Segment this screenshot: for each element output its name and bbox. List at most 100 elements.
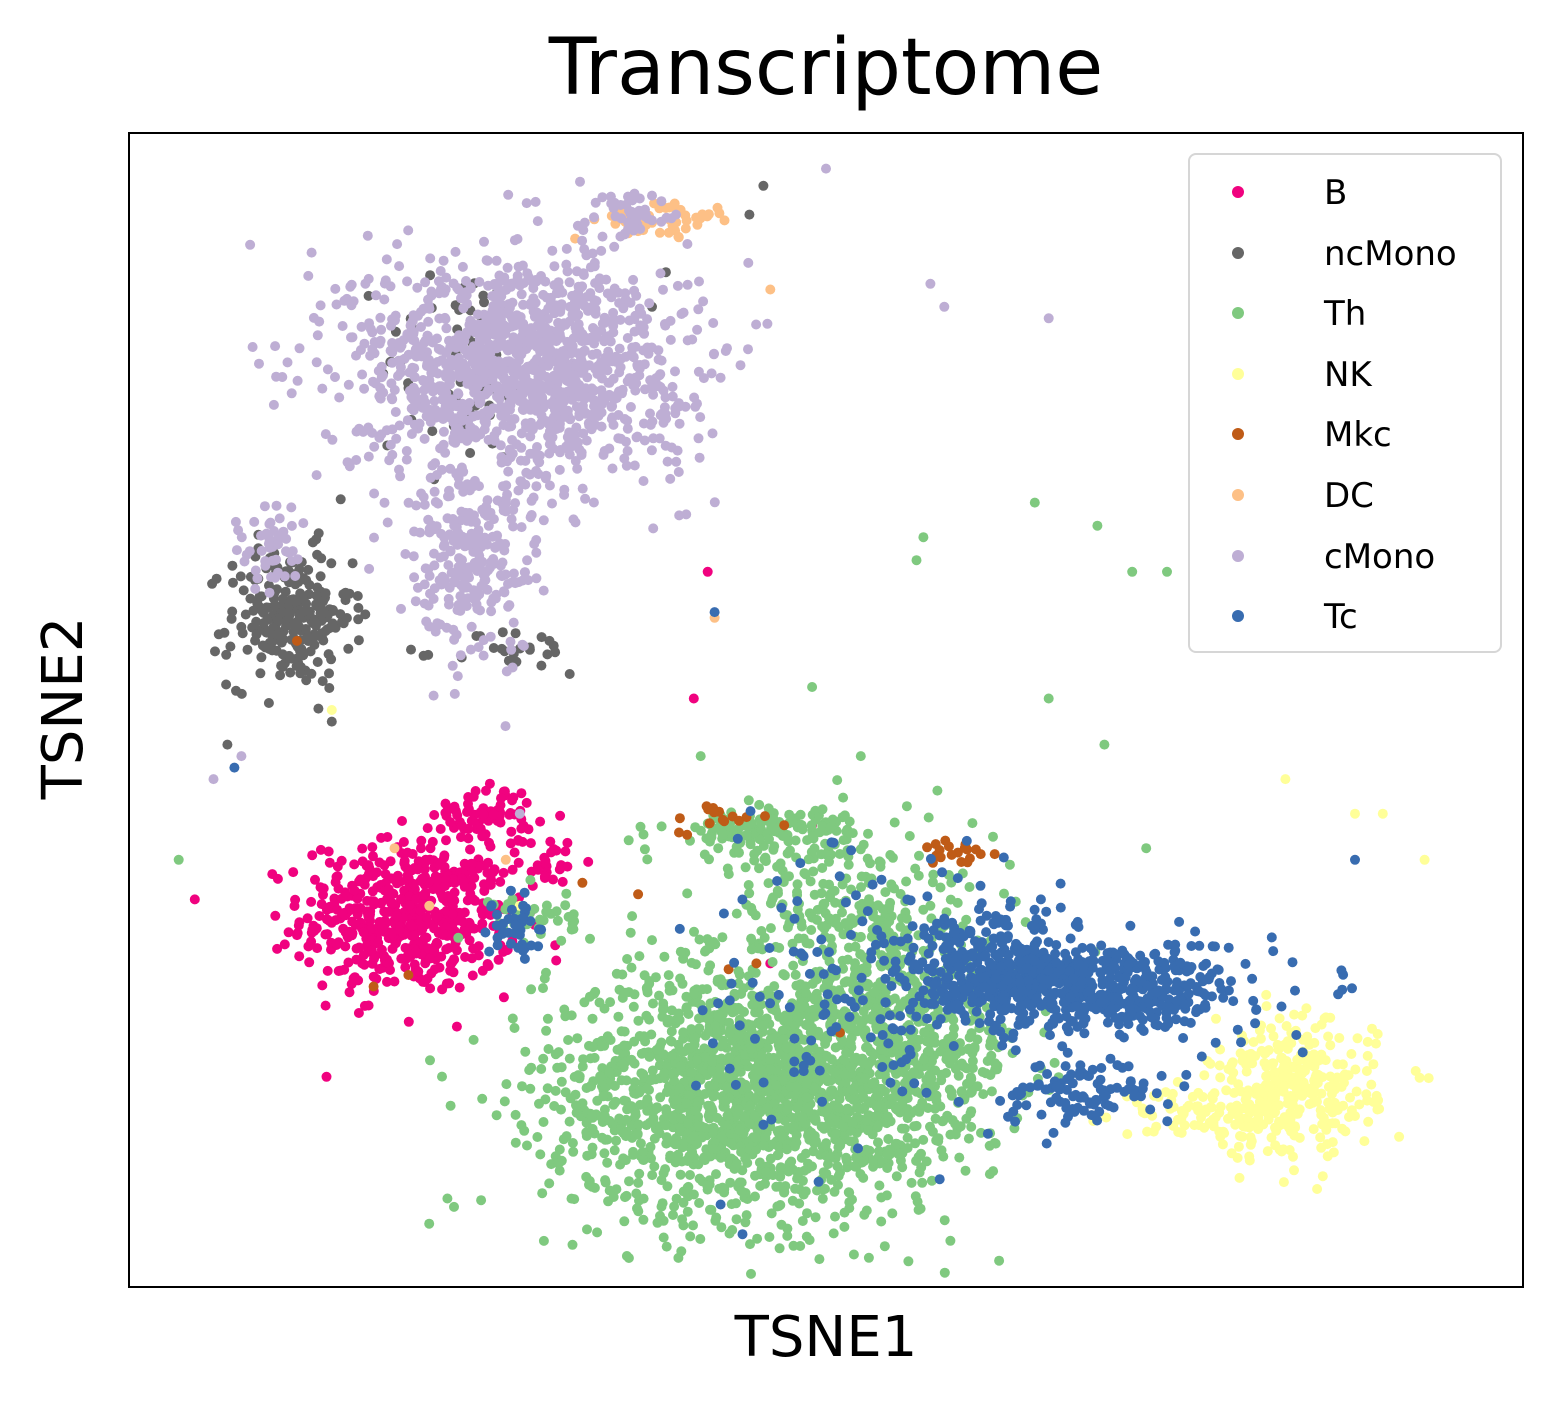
point-Th	[711, 1212, 722, 1223]
point-cMono	[682, 239, 693, 249]
point-Th	[677, 1214, 688, 1225]
point-B	[449, 801, 460, 812]
point-cMono	[362, 230, 373, 241]
point-Th	[638, 829, 649, 840]
point-Th	[1141, 843, 1152, 854]
point-Mkc	[674, 813, 685, 824]
point-Th	[790, 1141, 800, 1152]
point-B	[320, 1000, 331, 1011]
point-B	[312, 943, 323, 954]
point-Th	[758, 1140, 769, 1151]
point-Th	[539, 973, 550, 984]
point-B	[272, 943, 283, 954]
point-Th	[685, 1042, 696, 1053]
point-B	[432, 875, 443, 886]
point-ncMono	[242, 644, 253, 655]
point-NK	[1297, 1068, 1308, 1079]
point-Th	[735, 1004, 746, 1015]
point-B	[513, 857, 524, 868]
point-B	[448, 967, 459, 978]
point-Th	[424, 1218, 435, 1229]
point-Th	[809, 1130, 820, 1141]
point-Th	[703, 1026, 714, 1037]
point-ncMono	[240, 609, 251, 620]
point-Th	[751, 1144, 762, 1155]
point-Th	[725, 823, 736, 834]
point-Th	[705, 1204, 715, 1215]
point-ncMono	[497, 627, 508, 638]
point-NK	[1279, 1071, 1290, 1082]
point-Mkc	[292, 635, 302, 646]
point-Th	[791, 1081, 802, 1092]
point-Th	[781, 1042, 792, 1053]
point-ncMono	[326, 716, 337, 727]
point-Th	[841, 1152, 852, 1163]
point-Th	[733, 978, 744, 989]
point-B	[425, 953, 436, 964]
point-ncMono	[256, 591, 267, 602]
point-cMono	[440, 284, 451, 295]
point-Th	[839, 810, 850, 821]
point-Th	[833, 1103, 844, 1113]
point-B	[367, 867, 378, 878]
point-Th	[551, 906, 562, 917]
point-Th	[838, 1121, 849, 1132]
point-Th	[661, 1132, 672, 1143]
point-Th	[652, 1044, 663, 1055]
point-B	[405, 900, 415, 911]
point-Th	[964, 1032, 975, 1043]
point-Th	[723, 869, 734, 880]
point-NK	[1263, 1114, 1274, 1125]
point-Th	[994, 1255, 1005, 1266]
point-cMono	[673, 467, 684, 477]
point-B	[548, 874, 558, 885]
point-ncMono	[744, 209, 755, 220]
point-Th	[835, 1140, 846, 1151]
point-B	[293, 920, 304, 931]
point-NK	[1327, 1107, 1338, 1118]
point-ncMono	[288, 626, 299, 637]
point-B	[454, 982, 465, 993]
point-Th	[620, 1192, 630, 1203]
point-Th	[860, 1073, 870, 1084]
point-Th	[790, 1183, 801, 1194]
point-B	[451, 1021, 462, 1032]
point-B	[376, 832, 387, 843]
point-Th	[686, 1024, 697, 1035]
point-Th	[635, 821, 646, 832]
point-B	[429, 810, 440, 820]
point-ncMono	[292, 616, 303, 627]
point-B	[314, 911, 325, 921]
point-cMono	[373, 365, 384, 376]
point-Th	[780, 1053, 791, 1064]
point-Th	[609, 1080, 620, 1091]
point-Th	[928, 869, 939, 880]
point-B	[506, 826, 517, 837]
point-Th	[1092, 520, 1103, 531]
point-Th	[746, 933, 757, 944]
point-Th	[695, 1234, 706, 1244]
point-Th	[845, 1136, 856, 1147]
point-cMono	[665, 473, 676, 484]
point-Th	[543, 1044, 554, 1054]
point-Th	[871, 1101, 882, 1112]
point-ncMono	[222, 739, 233, 750]
point-Th	[727, 1225, 738, 1235]
point-cMono	[665, 334, 676, 345]
point-NK	[1299, 1080, 1310, 1091]
point-B	[352, 893, 363, 904]
point-Th	[704, 854, 714, 865]
point-Th	[777, 831, 788, 841]
point-Th	[652, 1103, 662, 1114]
point-NK	[1122, 1129, 1133, 1140]
point-Th	[587, 1013, 598, 1024]
point-Th	[820, 1139, 831, 1150]
point-Th	[550, 1085, 561, 1096]
point-Th	[675, 973, 686, 984]
point-Th	[764, 1054, 775, 1065]
point-Th	[671, 1193, 682, 1204]
point-Th	[731, 1198, 741, 1209]
point-B	[485, 841, 496, 852]
point-Th	[896, 1123, 907, 1134]
point-Th	[632, 1128, 643, 1139]
